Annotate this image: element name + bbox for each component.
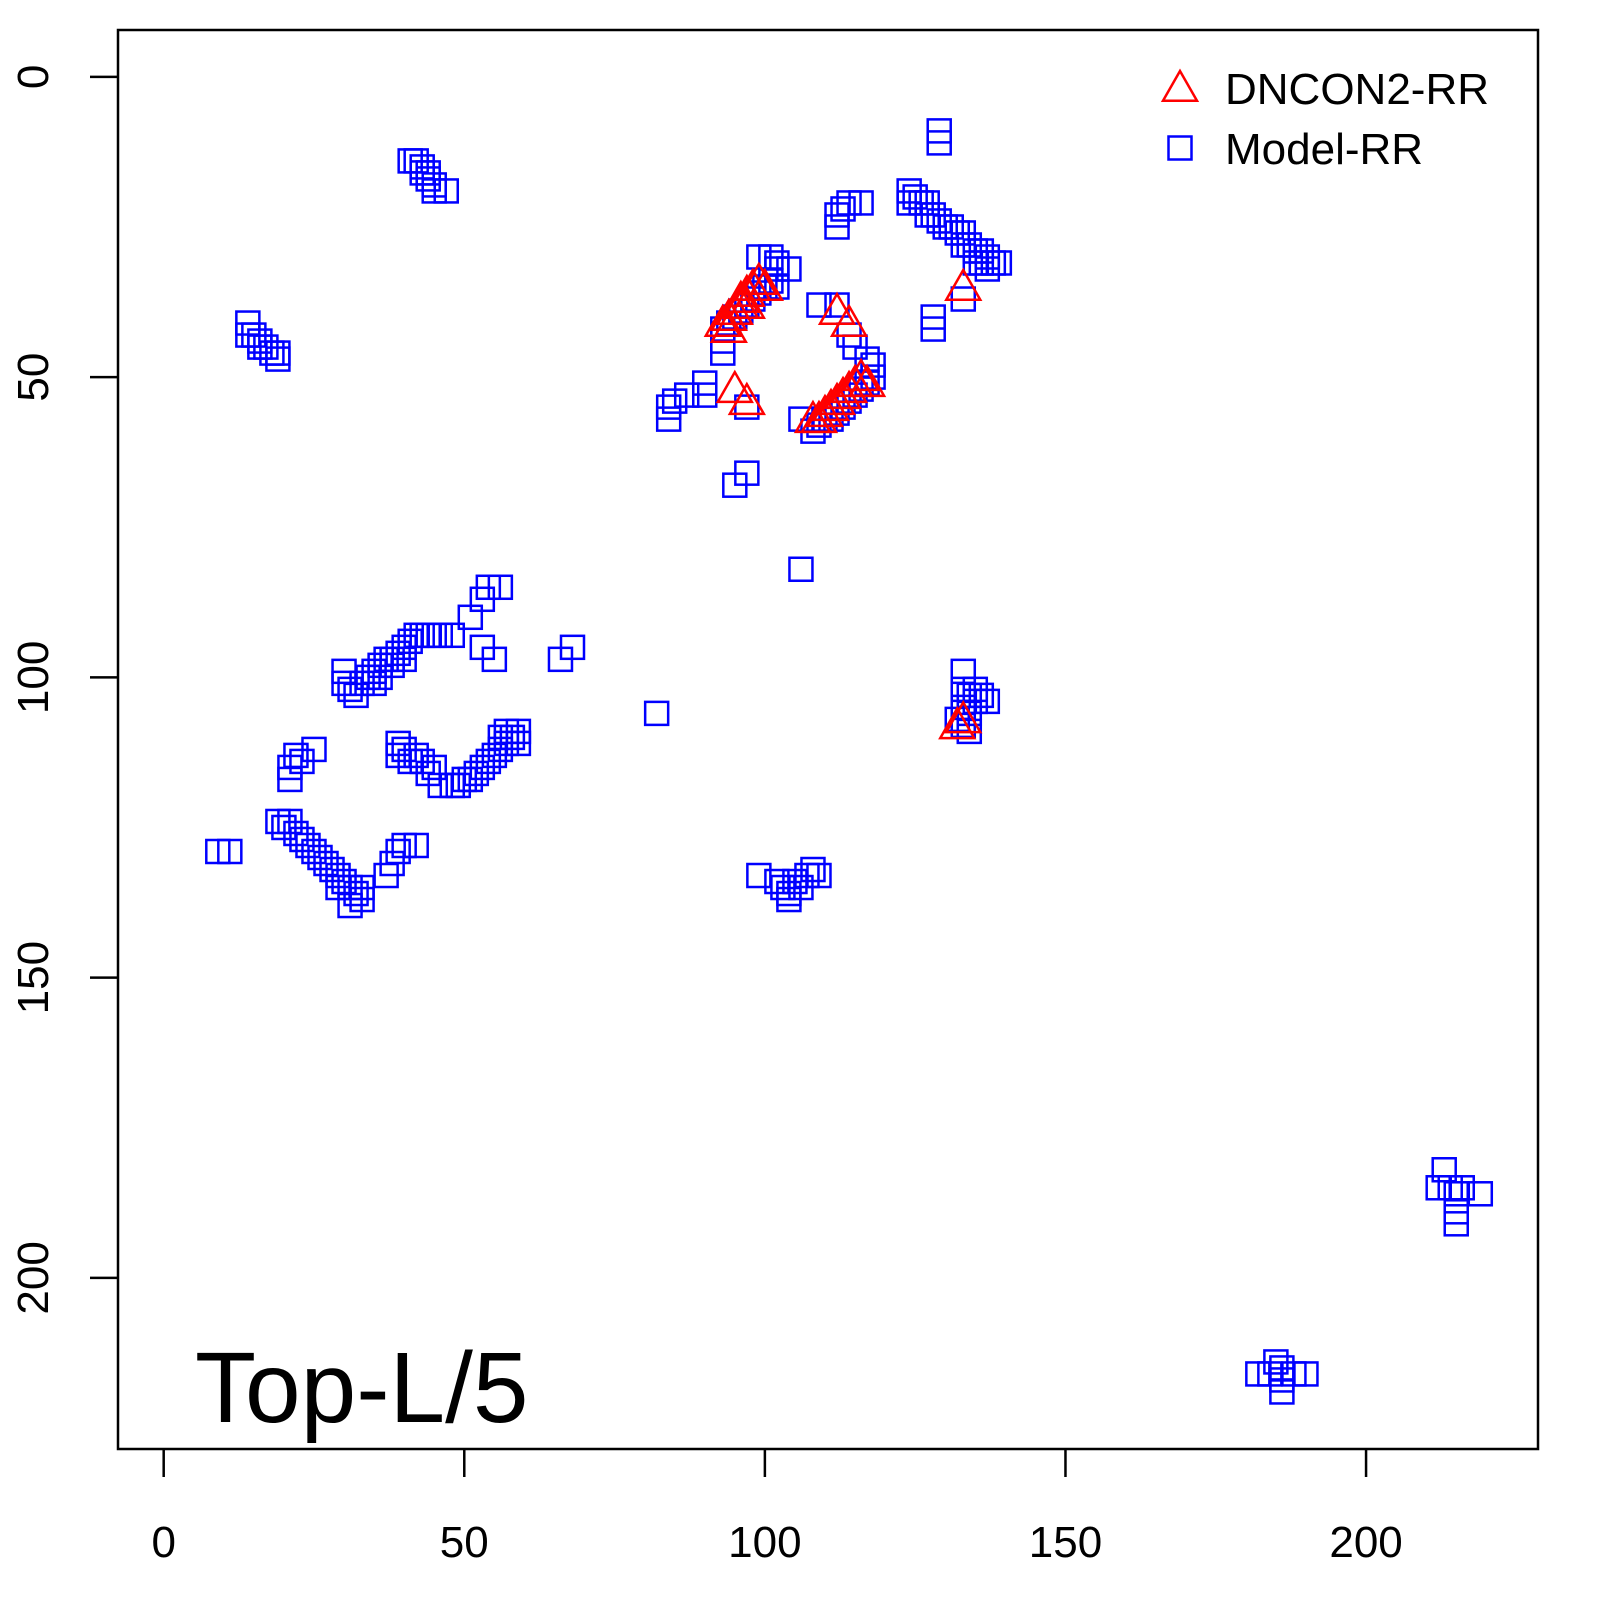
square-marker bbox=[848, 190, 874, 216]
x-tick-label: 150 bbox=[1029, 1518, 1102, 1567]
square-marker bbox=[1245, 1361, 1271, 1387]
square-marker bbox=[433, 178, 459, 204]
square-marker bbox=[385, 838, 411, 865]
triangle-marker bbox=[944, 699, 983, 734]
triangle-marker bbox=[709, 297, 748, 332]
triangle-marker bbox=[805, 393, 845, 428]
x-tick-label: 0 bbox=[151, 1518, 175, 1567]
square-marker bbox=[746, 862, 772, 889]
y-tick-label: 200 bbox=[9, 1241, 58, 1314]
triangle-marker bbox=[829, 303, 869, 338]
square-marker bbox=[734, 460, 760, 486]
square-marker bbox=[361, 670, 387, 697]
square-marker bbox=[265, 346, 291, 372]
y-tick-label: 50 bbox=[9, 353, 58, 402]
square-marker bbox=[926, 130, 952, 156]
triangle-marker bbox=[938, 705, 977, 740]
triangle-marker bbox=[745, 267, 785, 302]
triangle-marker bbox=[739, 261, 779, 296]
triangle-marker bbox=[727, 381, 766, 416]
triangle-marker bbox=[841, 357, 881, 392]
square-marker bbox=[391, 646, 417, 673]
triangle-marker bbox=[817, 381, 857, 416]
legend-marker bbox=[1160, 68, 1200, 102]
square-marker bbox=[481, 646, 508, 673]
square-marker bbox=[830, 196, 856, 222]
square-marker bbox=[692, 382, 718, 408]
triangle-marker bbox=[793, 399, 833, 434]
triangle-marker bbox=[715, 369, 754, 404]
square-marker bbox=[1269, 1379, 1295, 1405]
square-marker bbox=[782, 868, 808, 895]
triangle-marker bbox=[811, 387, 851, 422]
square-marker bbox=[439, 622, 466, 649]
square-marker bbox=[217, 838, 243, 865]
square-marker bbox=[920, 316, 946, 342]
square-marker bbox=[487, 574, 514, 601]
square-marker bbox=[974, 256, 1001, 282]
square-marker bbox=[1443, 1181, 1469, 1207]
square-marker bbox=[788, 556, 814, 583]
square-marker bbox=[643, 700, 670, 727]
plot-frame bbox=[116, 28, 1540, 1451]
triangle-marker bbox=[709, 309, 748, 344]
y-tick-label: 150 bbox=[9, 941, 58, 1014]
triangle-marker bbox=[727, 285, 766, 320]
y-tick-label: 0 bbox=[9, 65, 58, 89]
annotation: Top-L/5 bbox=[195, 1332, 529, 1444]
triangle-marker bbox=[944, 267, 983, 302]
square-marker bbox=[1293, 1361, 1319, 1387]
square-marker bbox=[655, 406, 682, 432]
square-marker bbox=[1443, 1211, 1469, 1237]
triangle-marker bbox=[817, 291, 857, 326]
legend-label: DNCON2-RR bbox=[1225, 65, 1489, 114]
square-marker bbox=[301, 736, 327, 763]
x-tick-label: 200 bbox=[1329, 1518, 1402, 1567]
square-marker bbox=[505, 730, 532, 757]
legend-label: Model-RR bbox=[1225, 125, 1423, 174]
triangle-marker bbox=[847, 363, 887, 398]
y-tick-label: 100 bbox=[9, 641, 58, 714]
square-marker bbox=[559, 634, 586, 661]
legend-marker bbox=[1167, 135, 1193, 161]
square-marker bbox=[403, 832, 429, 859]
square-marker bbox=[1467, 1181, 1494, 1207]
square-marker bbox=[421, 754, 447, 781]
x-tick-label: 100 bbox=[728, 1518, 801, 1567]
x-tick-label: 50 bbox=[440, 1518, 489, 1567]
square-marker bbox=[1431, 1157, 1457, 1183]
square-marker bbox=[487, 724, 514, 751]
triangle-marker bbox=[829, 369, 869, 404]
triangle-marker bbox=[703, 303, 742, 338]
square-marker bbox=[283, 742, 309, 769]
